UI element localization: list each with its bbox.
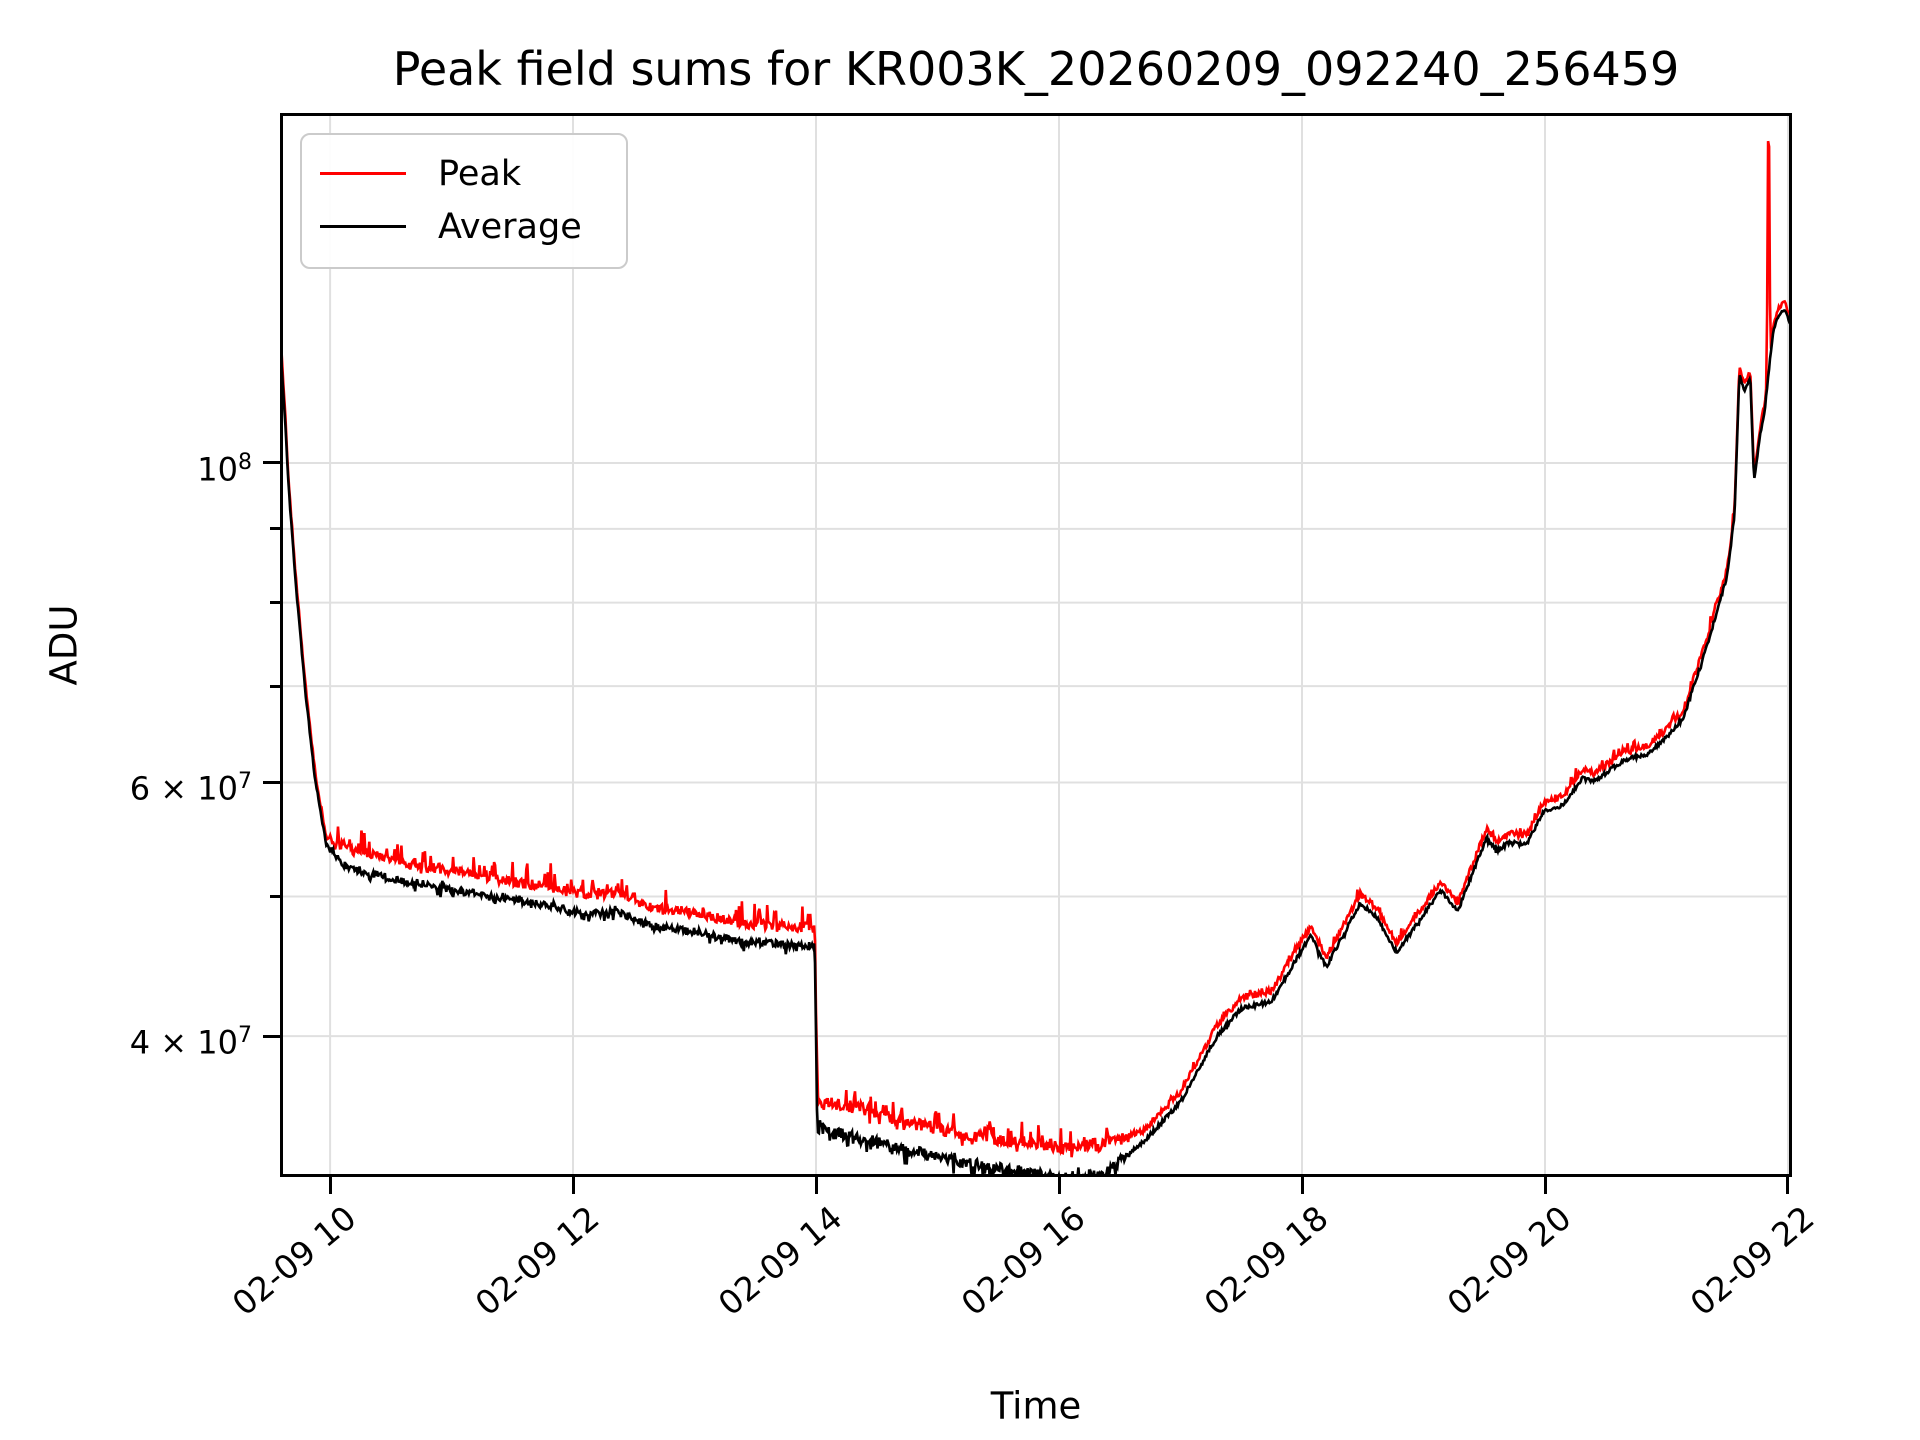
y-minor-tick-mark (270, 527, 280, 531)
x-tick-mark (1300, 1177, 1304, 1194)
x-tick-label: 02-09 22 (1682, 1198, 1822, 1324)
y-tick-label: 6 × 107 (129, 769, 252, 809)
peak-line-sample (320, 172, 406, 175)
y-tick-label: 4 × 107 (129, 1023, 252, 1062)
y-minor-tick-mark (270, 601, 280, 605)
y-axis-label: ADU (42, 604, 86, 686)
chart-canvas (280, 113, 1792, 1177)
y-minor-tick-mark (270, 684, 280, 688)
legend-label-average: Average (438, 206, 582, 247)
x-tick-mark (1057, 1177, 1061, 1194)
y-tick-mark (263, 1034, 280, 1038)
y-tick-label: 108 (197, 449, 252, 489)
x-tick-mark (1543, 1177, 1547, 1194)
x-axis-label: Time (990, 1384, 1082, 1428)
x-tick-mark (571, 1177, 575, 1194)
x-tick-mark (1786, 1177, 1790, 1194)
x-tick-label: 02-09 10 (224, 1198, 364, 1324)
series-peak-line (280, 140, 1792, 1158)
y-tick-mark (263, 461, 280, 465)
x-tick-label: 02-09 14 (710, 1198, 850, 1324)
y-tick-mark (263, 780, 280, 784)
x-tick-mark (328, 1177, 332, 1194)
legend: Peak Average (300, 133, 628, 269)
x-tick-label: 02-09 18 (1196, 1198, 1336, 1324)
y-minor-tick-mark (270, 895, 280, 898)
x-tick-label: 02-09 16 (953, 1198, 1093, 1324)
x-tick-label: 02-09 12 (467, 1198, 607, 1324)
chart-title: Peak field sums for KR003K_20260209_0922… (392, 42, 1680, 96)
average-line-sample (320, 225, 406, 228)
legend-item-peak: Peak (320, 147, 626, 200)
x-tick-label: 02-09 20 (1439, 1198, 1579, 1324)
plot-spines (280, 113, 1792, 1177)
plot-area: Peak Average (280, 113, 1792, 1177)
x-tick-mark (814, 1177, 818, 1194)
series-average-line (280, 309, 1792, 1177)
legend-item-average: Average (320, 200, 626, 253)
legend-label-peak: Peak (438, 153, 522, 194)
